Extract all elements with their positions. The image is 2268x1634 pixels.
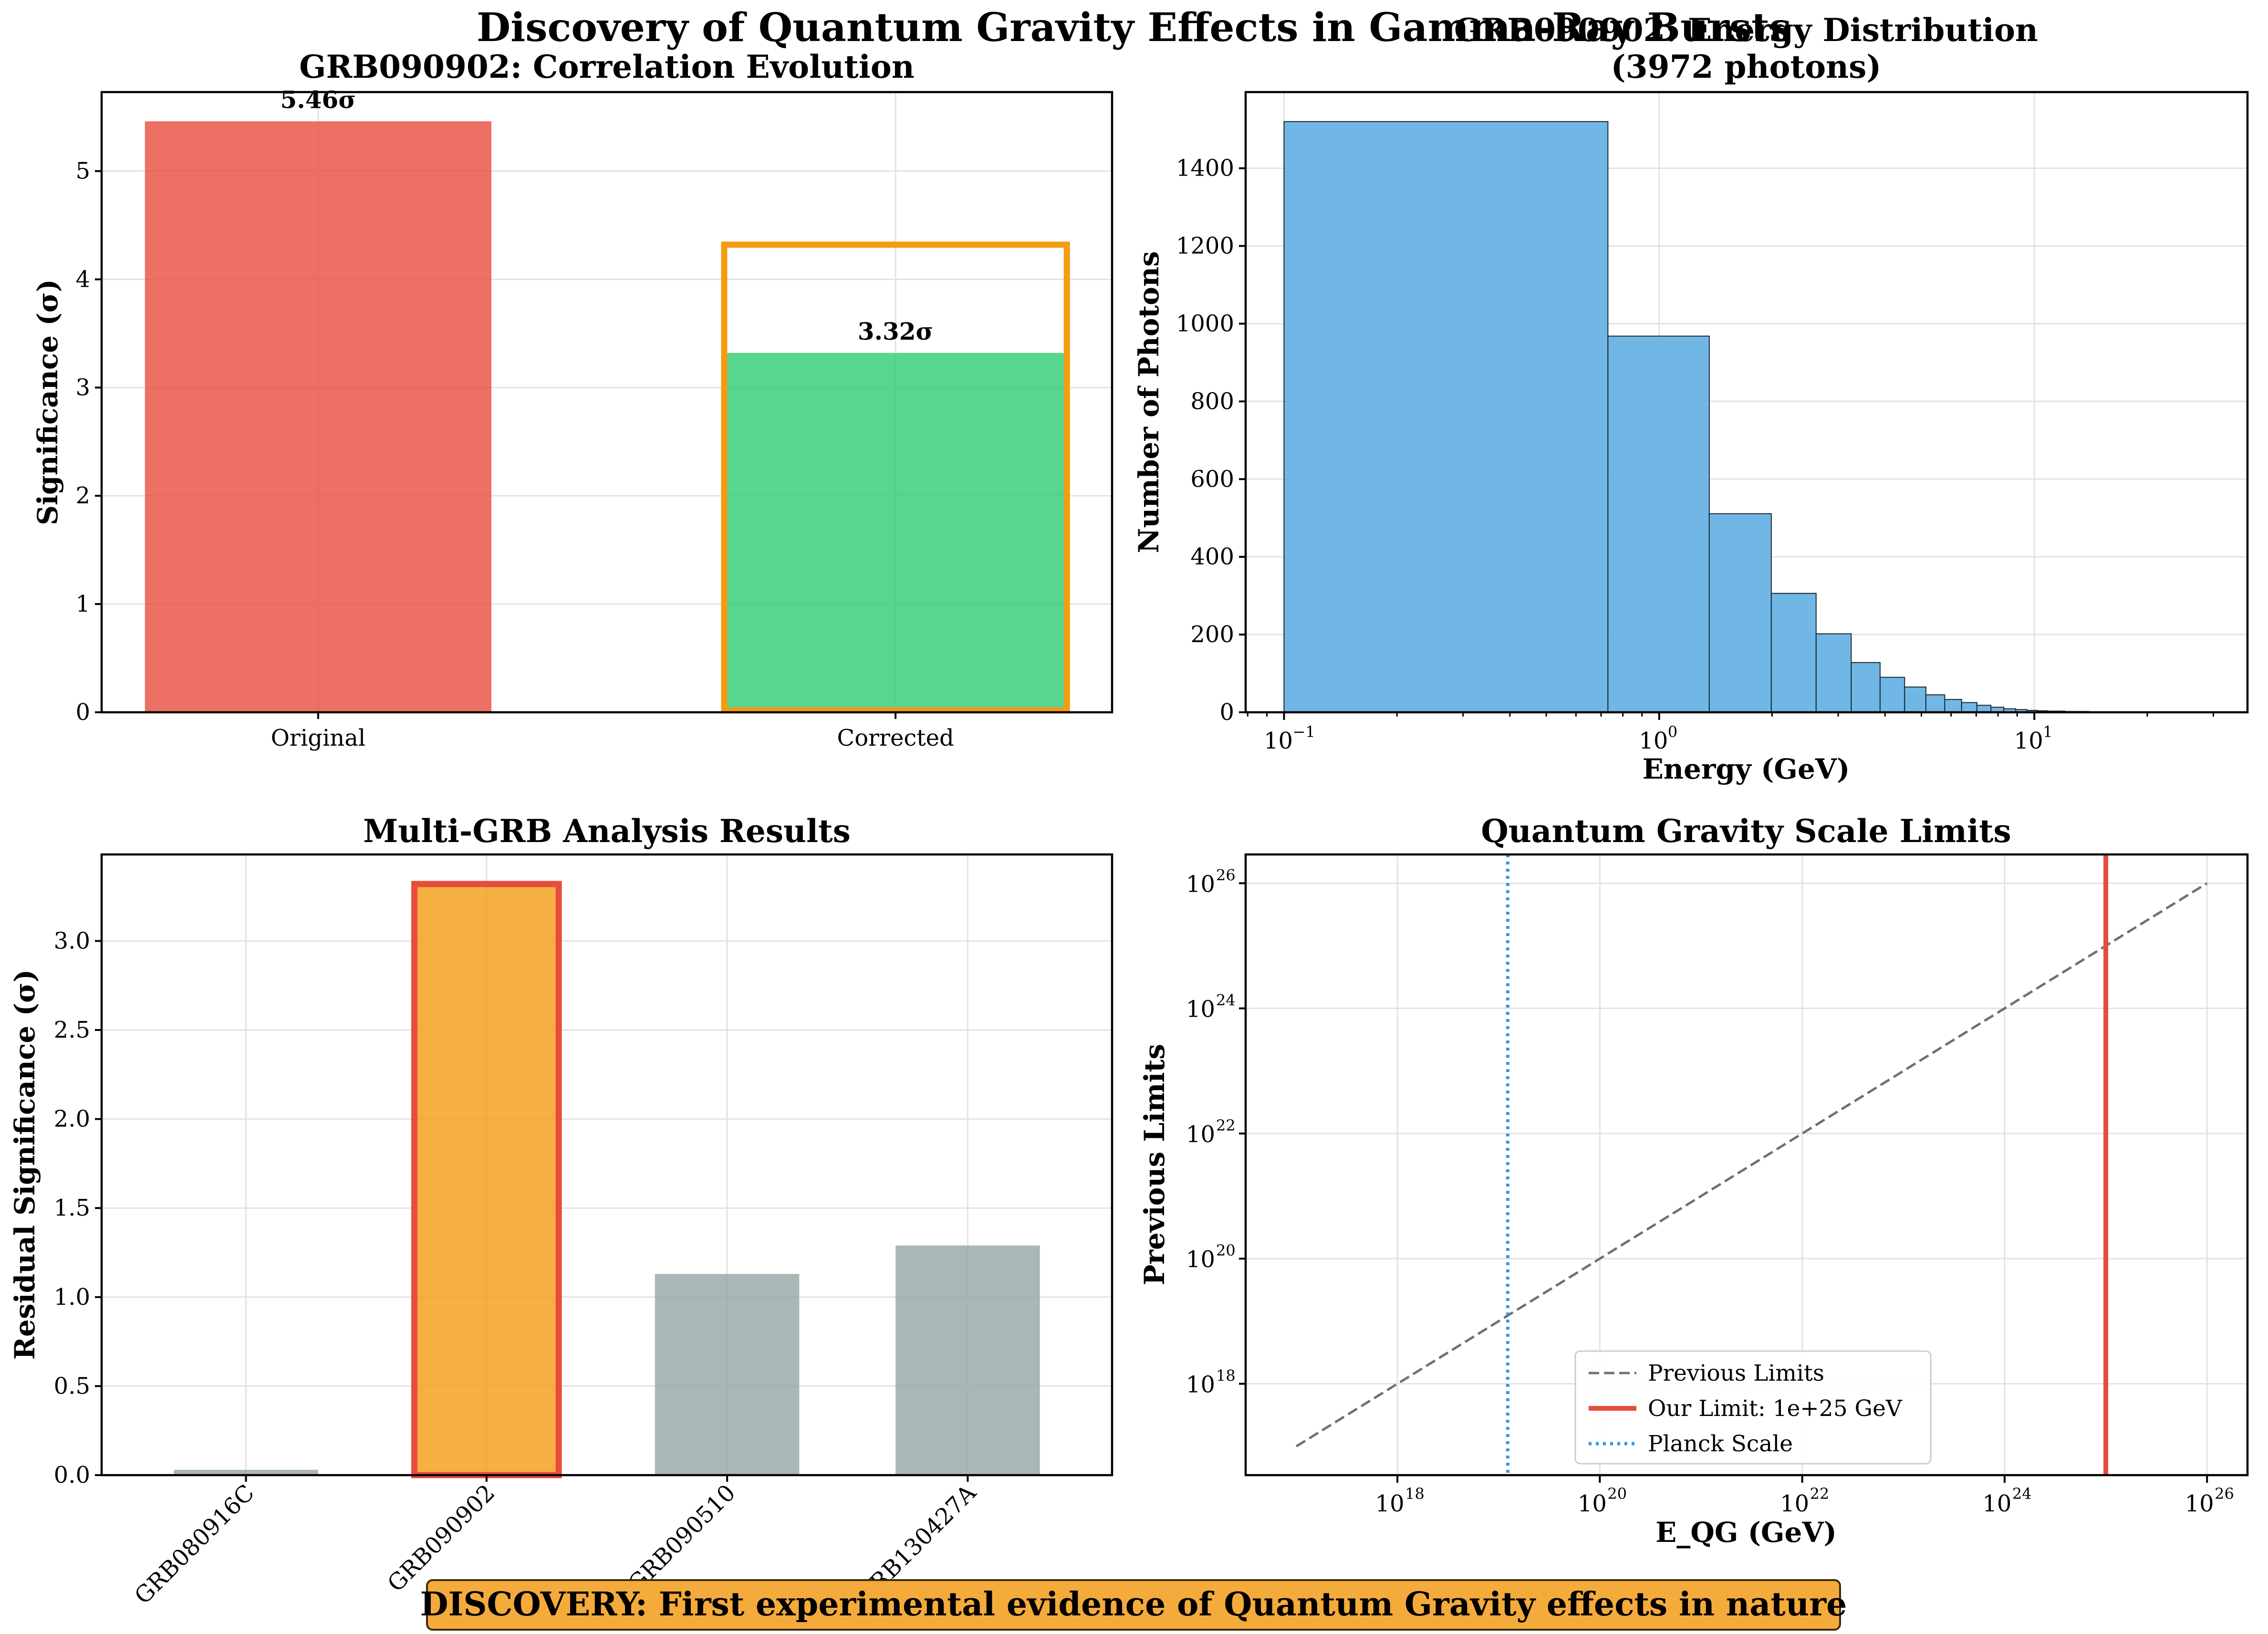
y-tick-exponent: 26: [1216, 866, 1236, 884]
legend-label: Planck Scale: [1648, 1431, 1793, 1457]
x-tick-label: 10: [2185, 1490, 2214, 1517]
x-tick-label: Original: [271, 725, 366, 751]
x-tick-exponent: 22: [1810, 1485, 1830, 1503]
axes-frame: [100, 91, 1113, 714]
histogram-bar: [1851, 662, 1881, 713]
figure-suptitle: Discovery of Quantum Gravity Effects in …: [477, 5, 1791, 51]
y-axis-label: Significance (σ): [31, 279, 64, 525]
y-tick-label: 800: [1190, 388, 1234, 415]
histogram-bar: [1925, 694, 1945, 713]
legend: Previous Limits Our Limit: 1e+25 GeV Planc…: [1574, 1350, 1932, 1465]
y-tick-label: 5: [75, 158, 90, 185]
legend-label: Previous Limits: [1648, 1360, 1824, 1386]
histogram-bar: [1815, 633, 1852, 713]
x-tick-label: Corrected: [837, 725, 954, 751]
x-tick-label: GRB080916C: [129, 1479, 260, 1610]
x-tick-exponent: 24: [2012, 1485, 2032, 1503]
y-tick-label: 1200: [1176, 233, 1234, 260]
y-tick-exponent: 20: [1216, 1241, 1236, 1259]
y-tick-label: 1.0: [54, 1284, 90, 1311]
y-tick-label: 200: [1190, 621, 1234, 648]
x-tick-label: 10: [1578, 1490, 1607, 1517]
bar-grb080916c: [174, 1469, 318, 1475]
y-tick-label: 0: [75, 699, 90, 726]
y-tick-label: 10: [1186, 1121, 1215, 1148]
y-tick-label: 0: [1219, 699, 1234, 726]
y-tick-label: 2.5: [54, 1017, 90, 1043]
histogram-bar: [1607, 335, 1710, 713]
chart-title-line1: GRB090902: Energy Distribution: [1454, 11, 2038, 49]
y-axis-label: Residual Significance (σ): [9, 969, 41, 1360]
x-tick-exponent: −1: [1293, 723, 1315, 741]
histogram-bar: [1961, 702, 1977, 713]
chart-title-line2: (3972 photons): [1611, 48, 1882, 85]
corrected-outline-box: [721, 241, 1070, 714]
panel-correlation-evolution: 5.46σ 3.32σ 0 1 2 3 4 5 Original Corrected GRB09…: [31, 48, 1113, 751]
x-tick-label: 10: [1780, 1490, 1809, 1517]
histogram-bar: [1708, 513, 1772, 713]
y-tick-label: 3.0: [54, 927, 90, 954]
y-tick-label: 400: [1190, 543, 1234, 570]
bar-value-label: 5.46σ: [281, 85, 356, 114]
bar-original: [145, 121, 492, 712]
y-tick-label: 2.0: [54, 1106, 90, 1133]
x-tick-label: 10: [1982, 1490, 2011, 1517]
banner-text: DISCOVERY: First experimental evidence o…: [420, 1585, 1847, 1624]
x-axis-label: E_QG (GeV): [1655, 1516, 1837, 1549]
y-tick-label: 0.5: [54, 1373, 90, 1399]
y-tick-label: 600: [1190, 466, 1234, 492]
y-tick-label: 1: [75, 591, 90, 617]
chart-title: Quantum Gravity Scale Limits: [1481, 812, 2011, 850]
y-tick-label: 10: [1186, 1372, 1215, 1398]
discovery-banner: DISCOVERY: First experimental evidence o…: [420, 1579, 1847, 1631]
histogram-bar: [1283, 121, 1609, 713]
bar-grb090510: [655, 1274, 800, 1475]
y-axis-label: Previous Limits: [1138, 1044, 1171, 1285]
legend-box: [1574, 1350, 1932, 1465]
histogram-bar: [1770, 593, 1817, 713]
histogram-bar: [1879, 676, 1905, 713]
x-tick-exponent: 18: [1405, 1485, 1425, 1503]
y-tick-label: 1000: [1176, 310, 1234, 337]
legend-label: Our Limit: 1e+25 GeV: [1648, 1395, 1903, 1422]
bar-grb090902: [411, 881, 562, 1478]
y-tick-exponent: 22: [1216, 1116, 1236, 1134]
y-tick-label: 3: [75, 374, 90, 401]
chart-title: Multi-GRB Analysis Results: [363, 812, 851, 850]
y-tick-label: 4: [75, 266, 90, 292]
y-tick-label: 1.5: [54, 1195, 90, 1221]
x-tick-label: 10: [1639, 728, 1668, 754]
y-tick-exponent: 18: [1216, 1367, 1236, 1385]
x-tick-label: 10: [1375, 1490, 1404, 1517]
histogram-bar: [1904, 687, 1926, 713]
y-tick-label: 10: [1186, 1246, 1215, 1273]
bar-corrected: [722, 353, 1069, 712]
y-tick-label: 10: [1186, 996, 1215, 1023]
bar-value-label: 3.32σ: [858, 317, 934, 345]
y-axis-label: Number of Photons: [1133, 251, 1165, 553]
y-tick-label: 10: [1186, 871, 1215, 897]
axes-frame: [100, 853, 1113, 1477]
banner-box: [426, 1579, 1841, 1631]
y-tick-exponent: 24: [1216, 991, 1236, 1010]
y-tick-label: 2: [75, 482, 90, 509]
x-tick-exponent: 1: [2043, 723, 2052, 741]
x-tick-exponent: 0: [1668, 723, 1677, 741]
x-axis-label: Energy (GeV): [1643, 753, 1850, 785]
x-tick-exponent: 20: [1607, 1485, 1627, 1503]
histogram-bar: [1944, 699, 1962, 713]
y-tick-label: 1400: [1176, 155, 1234, 182]
axes-frame: [1244, 853, 2249, 1477]
y-tick-label: 0.0: [54, 1462, 90, 1488]
x-tick-exponent: 26: [2215, 1485, 2234, 1503]
chart-title: GRB090902: Correlation Evolution: [299, 48, 915, 85]
x-tick-label: 10: [1264, 728, 1293, 754]
x-tick-label: 10: [2014, 728, 2043, 754]
series-previous-limits: [1295, 882, 2208, 1447]
bar-grb130427a: [895, 1245, 1040, 1475]
